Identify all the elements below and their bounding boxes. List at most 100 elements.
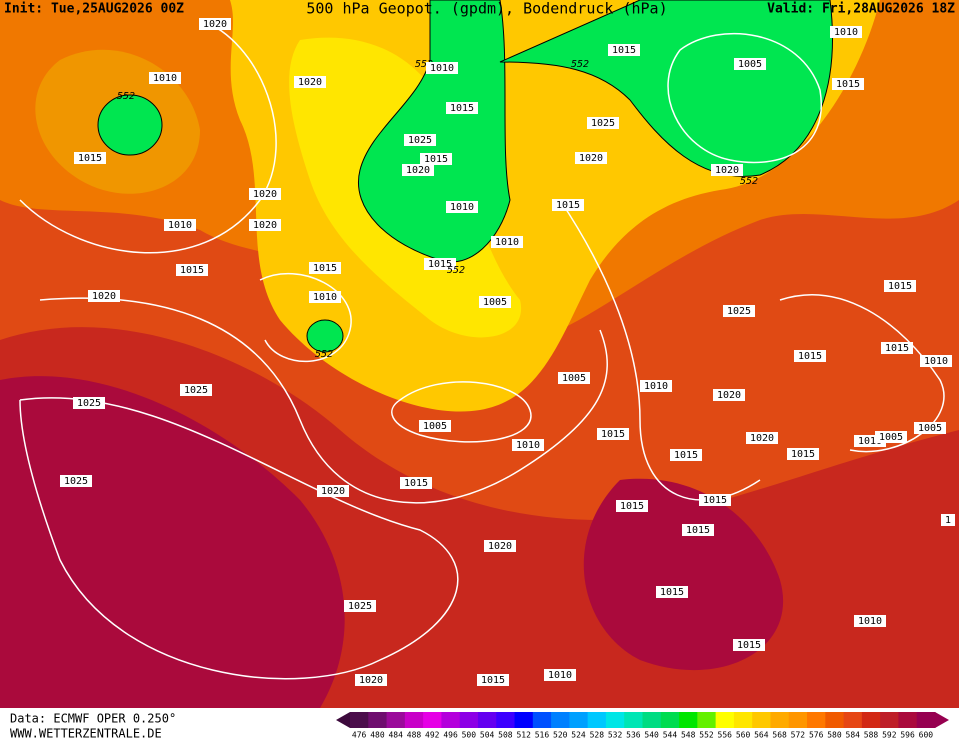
isobar-label-bg [723,305,755,317]
isobar-label: 1015 [836,79,860,90]
colorbar-low-end [336,712,350,728]
isobar-label-bg [73,397,105,409]
colorbar-swatch [825,712,845,728]
colorbar-swatch [770,712,790,728]
isobar-label: 1020 [253,220,277,231]
colorbar-label: 484 [388,731,403,740]
isobar-label-bg [88,290,120,302]
colorbar-swatch [514,712,534,728]
isobar-label-bg [446,201,478,213]
isobar-label: 1005 [483,297,507,308]
hot-zone [583,478,784,671]
isobar-label-bg [479,296,511,308]
colorbar-swatch [861,712,881,728]
isobar-label: 1010 [168,220,192,231]
colorbar-swatch [843,712,863,728]
isobar-label-bg [941,514,955,526]
isobar-label-bg [608,44,640,56]
isobar-label: 552 [447,265,465,276]
isobar-label: 1020 [750,433,774,444]
isobar-label-bg [854,615,886,627]
isobar-label-bg [199,18,231,30]
isobar-label: 1010 [924,356,948,367]
colorbar-swatch [551,712,570,728]
isobar-label-bg [419,420,451,432]
isobar-label: 1015 [404,478,428,489]
isobar-label-bg [711,164,743,176]
isobar-label-bg [477,674,509,686]
colorbar-swatch [350,712,369,728]
isobar-label: 1025 [591,118,615,129]
isobar-label: 1010 [430,63,454,74]
isobar-label-bg [402,164,434,176]
isobar-label-bg [400,477,432,489]
colorbar-swatch [386,712,406,728]
colorbar-label: 500 [462,731,477,740]
colorbar-swatch [642,712,662,728]
colorbar-label: 520 [553,731,568,740]
isobar-label-bg [317,485,349,497]
hot-zone [0,376,345,708]
colorbar-label: 552 [699,731,714,740]
isobar-label-bg [875,431,907,443]
isobar-label-bg [491,236,523,248]
isobar-label: 1015 [888,281,912,292]
colorbar-label: 516 [535,731,550,740]
isobar-label: 1025 [348,601,372,612]
isobar-label: 1015 [556,200,580,211]
isobar-label-bg [164,219,196,231]
isobar-label-bg [344,600,376,612]
colorbar-swatch [477,712,497,728]
isobar-label: 1010 [313,292,337,303]
colorbar-label: 588 [864,731,879,740]
isobar-label-bg [74,152,106,164]
colorbar-label: 488 [407,731,422,740]
isobar-label-bg [294,76,326,88]
data-source: Data: ECMWF OPER 0.250° [10,712,176,726]
isobar-label-bg [884,280,916,292]
isobar-label: 1015 [612,45,636,56]
colorbar-swatch [660,712,680,728]
isobar-label-bg [616,500,648,512]
isobar-label: 1015 [798,351,822,362]
isobar-label: 1015 [450,103,474,114]
isobar-label: 1010 [516,440,540,451]
colorbar-high-end [935,712,949,728]
isobar-label-bg [60,475,92,487]
isobar-label-bg [914,422,946,434]
isobar-label: 1015 [660,587,684,598]
isobar-label: 1020 [92,291,116,302]
isobar-label: 552 [571,59,589,70]
colorbar-label: 548 [681,731,696,740]
isobar-label-bg [484,540,516,552]
colorbar-swatch [569,712,589,728]
isobar-label: 1010 [153,73,177,84]
isobar-label: 1 [945,515,951,526]
isobar-label: 1025 [727,306,751,317]
isobar-label-bg [734,58,766,70]
isobar-label: 1010 [548,670,572,681]
isobar-label: 1015 [313,263,337,274]
trough [306,319,344,353]
isobar-label-bg [830,26,862,38]
isobar-label: 1015 [428,259,452,270]
isobar-label-bg [640,380,672,392]
isobar-label-bg [682,524,714,536]
isobar-label: 552 [740,176,758,187]
isobar-label-bg [699,494,731,506]
colorbar-label: 576 [809,731,824,740]
isobar-label: 1020 [406,165,430,176]
colorbar-swatch [880,712,899,728]
isobar-label-bg [552,199,584,211]
isobar-label: 1015 [424,154,448,165]
isobar-label: 552 [315,349,333,360]
map-title: 500 hPa Geopot. (gpdm), Bodendruck (hPa) [306,0,667,18]
isobar-label-bg [794,350,826,362]
colorbar-swatch [368,712,388,728]
isobar-label-bg [670,449,702,461]
colorbar-label: 492 [425,731,440,740]
colorbar-label: 504 [480,731,495,740]
isobar-label-bg [404,134,436,146]
colorbar-swatch [788,712,808,728]
